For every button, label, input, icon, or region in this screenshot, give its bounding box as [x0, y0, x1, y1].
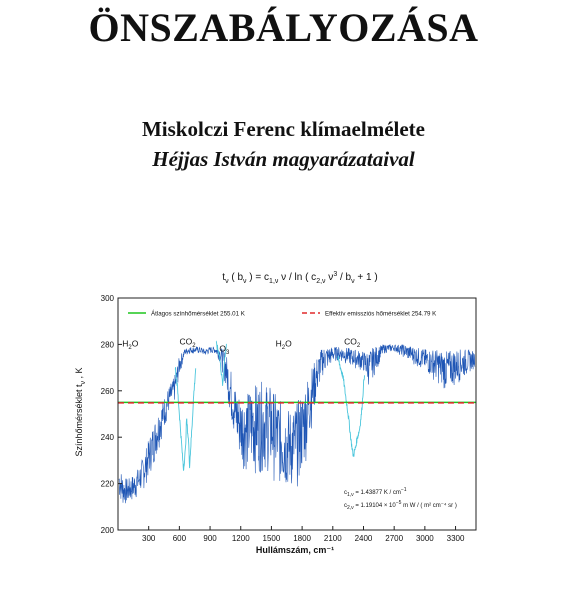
x-tick-label: 900	[203, 534, 217, 543]
molecule-label: H2O	[276, 339, 292, 352]
x-tick-label: 600	[173, 534, 187, 543]
chart-title: tν ( bν ) = c1,ν ν / ln ( c2,ν ν3 / bν +…	[222, 271, 377, 285]
plot-frame	[117, 297, 477, 531]
author-line: Miskolczi Ferenc klímaelmélete	[141, 117, 425, 141]
x-tick-label: 2100	[324, 534, 342, 543]
x-tick-label: 1500	[263, 534, 281, 543]
molecule-label: O3	[219, 343, 230, 356]
y-axis-label: Színhőmérséklet tν , K	[74, 367, 87, 456]
absorption-band-2	[337, 355, 365, 457]
x-tick-label: 2400	[355, 534, 373, 543]
plot-area: 300 600 900 1200 1500 1800 2100 2400 2700 3000 330…	[101, 294, 477, 543]
subtitle-line: Héjjas István magyarázataival	[152, 147, 415, 171]
y-tick-label: 220	[101, 480, 115, 489]
x-tick-label: 2700	[385, 534, 403, 543]
x-tick-label: 300	[142, 534, 156, 543]
page-title: ÖNSZABÁLYOZÁSA	[88, 5, 479, 50]
y-tick-label: 260	[101, 387, 115, 396]
x-tick-label: 3300	[447, 534, 465, 543]
spectrum-line-0	[118, 344, 476, 504]
y-tick-label: 280	[101, 340, 115, 349]
y-tick-label: 200	[101, 526, 115, 535]
x-tick-label: 1800	[293, 534, 311, 543]
molecule-label: H2O	[122, 339, 138, 352]
molecule-label: CO2	[180, 336, 197, 349]
absorption-band-1	[215, 340, 227, 386]
constant-text-1: c2,ν = 1.19104 × 10−5 m W / ( m² cm⁻⁴ sr…	[344, 500, 457, 511]
temperature-spectrum-chart: tν ( bν ) = c1,ν ν / ln ( c2,ν ν3 / bν +…	[74, 271, 477, 555]
y-tick-label: 300	[101, 294, 115, 303]
constant-text-0: c1,ν = 1.43877 K / cm−1	[344, 487, 407, 498]
y-tick-label: 240	[101, 433, 115, 442]
x-tick-label: 3000	[416, 534, 434, 543]
absorption-band-0	[174, 367, 197, 471]
legend-label-0: Átlagos színhőmérséklet 255.01 K	[151, 311, 246, 318]
x-axis-label: Hullámszám, cm⁻¹	[256, 545, 334, 555]
molecule-label: CO2	[344, 336, 361, 349]
x-tick-label: 1200	[232, 534, 250, 543]
legend-label-1: Effektív emissziós hőmérséklet 254.79 K	[325, 311, 437, 318]
